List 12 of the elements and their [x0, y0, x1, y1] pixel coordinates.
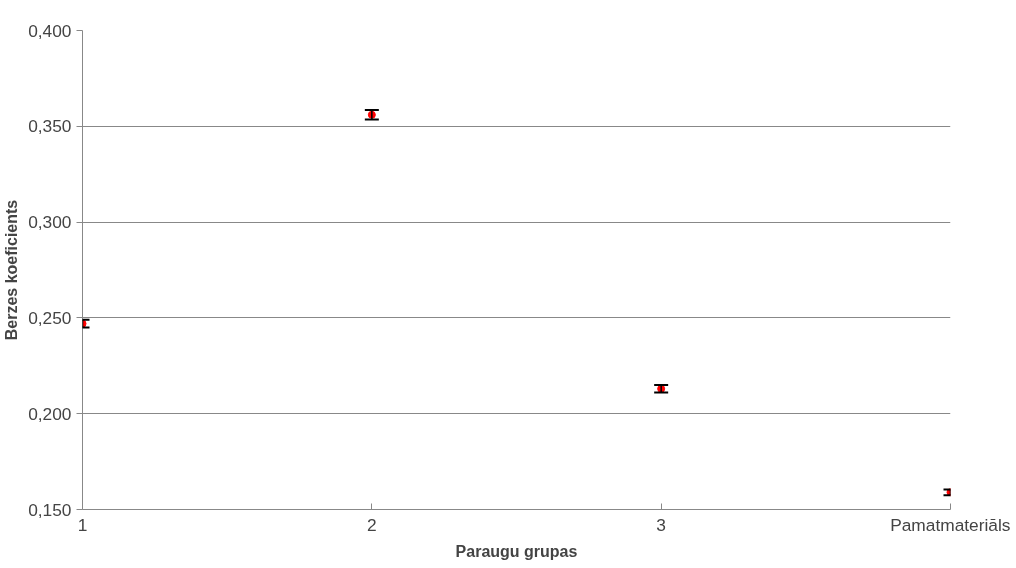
- y-tick-label: 0,200: [28, 403, 72, 424]
- y-tick-label: 0,350: [28, 116, 72, 137]
- y-tick-label: 0,250: [28, 307, 72, 328]
- y-tick-label: 0,150: [28, 499, 72, 520]
- x-tick-label: Pamatmateriāls: [890, 514, 1011, 535]
- y-axis-title: Berzes koeficients: [3, 199, 21, 341]
- x-tick-label: 2: [367, 514, 377, 535]
- x-axis-title: Paraugu grupas: [455, 542, 578, 560]
- y-tick-label: 0,400: [28, 20, 72, 41]
- y-tick-label: 0,300: [28, 212, 72, 233]
- x-tick-label: 3: [656, 514, 666, 535]
- x-tick-label: 1: [77, 514, 88, 535]
